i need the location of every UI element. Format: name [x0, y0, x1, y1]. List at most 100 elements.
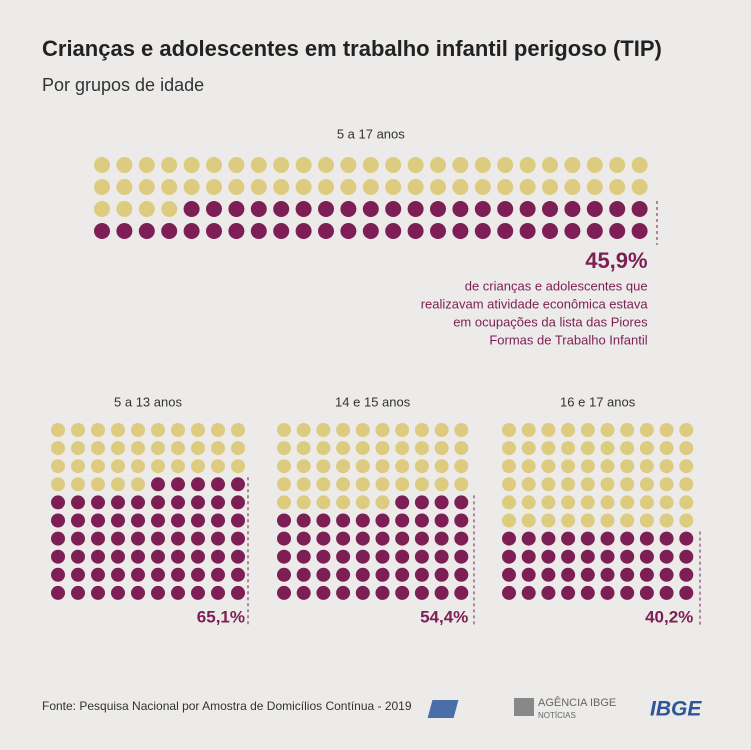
filled-dot: [277, 567, 291, 582]
value-label: 40,2%: [645, 607, 693, 626]
filled-dot: [228, 201, 245, 217]
filled-dot: [231, 549, 245, 564]
filled-dot: [51, 549, 65, 564]
empty-dot: [171, 459, 185, 474]
empty-dot: [161, 157, 178, 173]
empty-dot: [231, 423, 245, 437]
filled-dot: [161, 223, 178, 239]
empty-dot: [600, 441, 615, 456]
logo-text: IBGE: [650, 698, 702, 721]
filled-dot: [497, 223, 514, 239]
filled-dot: [191, 531, 205, 546]
filled-dot: [296, 585, 311, 600]
empty-dot: [355, 423, 370, 437]
filled-dot: [151, 585, 165, 600]
filled-dot: [211, 495, 225, 510]
filled-dot: [71, 531, 85, 546]
filled-dot: [639, 531, 654, 546]
filled-dot: [434, 567, 449, 582]
filled-dot: [561, 567, 576, 582]
empty-dot: [600, 423, 615, 437]
annotation: de crianças e adolescentes que: [465, 278, 648, 293]
empty-dot: [111, 477, 125, 492]
empty-dot: [600, 459, 615, 474]
empty-dot: [452, 157, 469, 173]
empty-dot: [94, 157, 110, 173]
value-label: 45,9%: [585, 248, 647, 273]
filled-dot: [541, 585, 556, 600]
empty-dot: [395, 459, 410, 474]
empty-dot: [414, 423, 429, 437]
empty-dot: [375, 495, 390, 510]
filled-dot: [375, 513, 390, 528]
filled-dot: [454, 495, 469, 510]
filled-dot: [71, 495, 85, 510]
empty-dot: [502, 495, 516, 510]
empty-dot: [580, 441, 595, 456]
empty-dot: [620, 441, 635, 456]
empty-dot: [430, 157, 446, 173]
empty-dot: [231, 441, 245, 456]
filled-dot: [336, 585, 351, 600]
logo-text: AGÊNCIA IBGE: [538, 696, 616, 709]
empty-dot: [395, 477, 410, 492]
filled-dot: [318, 223, 334, 239]
empty-dot: [454, 459, 469, 474]
empty-dot: [454, 423, 469, 437]
empty-dot: [561, 459, 576, 474]
empty-dot: [679, 423, 694, 437]
empty-dot: [51, 459, 65, 474]
filled-dot: [620, 585, 635, 600]
filled-dot: [395, 585, 410, 600]
filled-dot: [316, 531, 331, 546]
filled-dot: [609, 223, 626, 239]
filled-dot: [502, 567, 516, 582]
filled-dot: [541, 531, 556, 546]
filled-dot: [296, 531, 311, 546]
filled-dot: [542, 223, 558, 239]
filled-dot: [111, 585, 125, 600]
empty-dot: [580, 459, 595, 474]
empty-dot: [161, 201, 178, 217]
empty-dot: [631, 157, 648, 173]
empty-dot: [355, 441, 370, 456]
empty-dot: [659, 459, 674, 474]
filled-dot: [191, 549, 205, 564]
filled-dot: [295, 201, 312, 217]
empty-dot: [600, 477, 615, 492]
filled-dot: [580, 549, 595, 564]
filled-dot: [474, 223, 491, 239]
empty-dot: [395, 423, 410, 437]
empty-dot: [316, 441, 331, 456]
filled-dot: [228, 223, 245, 239]
filled-dot: [395, 531, 410, 546]
empty-dot: [375, 459, 390, 474]
filled-dot: [414, 585, 429, 600]
filled-dot: [151, 567, 165, 582]
filled-dot: [211, 585, 225, 600]
empty-dot: [519, 157, 536, 173]
empty-dot: [277, 459, 291, 474]
filled-dot: [250, 201, 267, 217]
filled-dot: [395, 495, 410, 510]
empty-dot: [318, 157, 334, 173]
empty-dot: [542, 179, 558, 195]
empty-dot: [206, 179, 222, 195]
empty-dot: [521, 513, 536, 528]
empty-dot: [561, 423, 576, 437]
filled-dot: [211, 567, 225, 582]
empty-dot: [131, 459, 145, 474]
empty-dot: [600, 495, 615, 510]
filled-dot: [71, 513, 85, 528]
filled-dot: [231, 531, 245, 546]
empty-dot: [250, 179, 267, 195]
empty-dot: [231, 459, 245, 474]
subtitle: Por grupos de idade: [42, 75, 204, 95]
empty-dot: [191, 441, 205, 456]
empty-dot: [116, 157, 133, 173]
filled-dot: [231, 477, 245, 492]
filled-dot: [131, 549, 145, 564]
empty-dot: [474, 157, 491, 173]
filled-dot: [434, 513, 449, 528]
filled-dot: [542, 201, 558, 217]
